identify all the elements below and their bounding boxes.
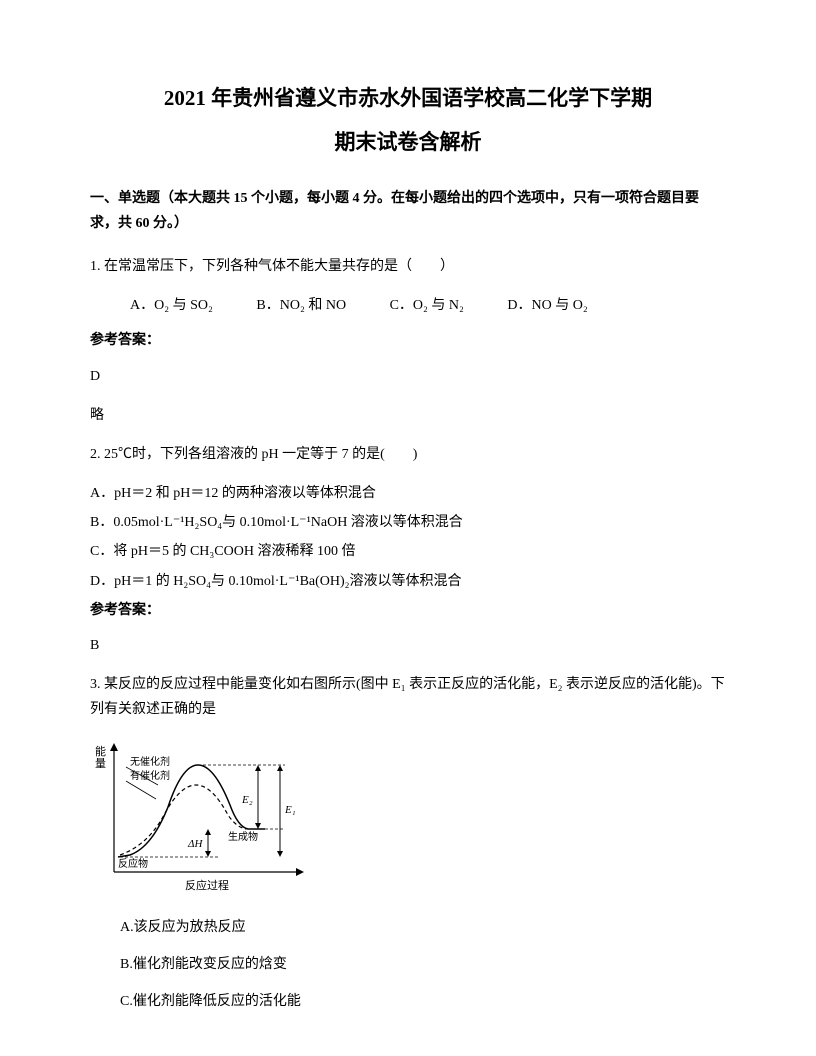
question-1-options: A．O₂ 与 SO₂ B．NO₂ 和 NO C．O₂ 与 N₂ D．NO 与 O… [90,293,726,318]
product-label: 生成物 [228,830,258,843]
reactant-label: 反应物 [118,857,148,870]
q2-option-a: A．pH＝2 和 pH＝12 的两种溶液以等体积混合 [90,481,726,506]
section-header: 一、单选题（本大题共 15 个小题，每小题 4 分。在每小题给出的四个选项中，只… [90,186,726,236]
e2-arrow-down [255,823,261,829]
q2-answer-label: 参考答案： [90,598,726,623]
dh-arrow-down [205,851,211,857]
q1-answer-label: 参考答案： [90,328,726,353]
document-title: 2021 年贵州省遵义市赤水外国语学校高二化学下学期 [90,80,726,118]
q2-option-c: C．将 pH＝5 的 CH₃COOH 溶液稀释 100 倍 [90,539,726,564]
y-axis-label-2: 量 [95,757,106,770]
dh-arrow-up [205,829,211,835]
with-catalyst-line [126,781,156,799]
q2-answer: B [90,633,726,658]
y-axis-arrow [110,743,118,751]
q1-option-a: A．O₂ 与 SO₂ [130,293,213,318]
question-3: 3. 某反应的反应过程中能量变化如右图所示(图中 E₁ 表示正反应的活化能，E₂… [90,672,726,722]
q1-option-c: C．O₂ 与 N₂ [390,293,464,318]
q3-option-b: B.催化剂能改变反应的焓变 [120,952,726,977]
question-2-text: 2. 25℃时，下列各组溶液的 pH 一定等于 7 的是( ) [90,442,726,467]
document-subtitle: 期末试卷含解析 [90,124,726,162]
energy-diagram: 能 量 反应过程 无催化剂 有催化剂 反应物 生成物 E₁ E₂ ΔH [90,737,320,892]
x-axis-label: 反应过程 [185,878,229,892]
q3-option-c: C.催化剂能降低反应的活化能 [120,989,726,1014]
e2-label: E₂ [241,794,253,806]
q3-option-a: A.该反应为放热反应 [120,915,726,940]
e2-arrow-up [255,765,261,771]
q2-option-b: B．0.05mol·L⁻¹H₂SO₄与 0.10mol·L⁻¹NaOH 溶液以等… [90,510,726,535]
question-2: 2. 25℃时，下列各组溶液的 pH 一定等于 7 的是( ) [90,442,726,467]
question-3-text: 3. 某反应的反应过程中能量变化如右图所示(图中 E₁ 表示正反应的活化能，E₂… [90,672,726,722]
e1-label: E₁ [284,804,296,816]
q1-option-b: B．NO₂ 和 NO [256,293,346,318]
no-catalyst-label: 无催化剂 [130,755,170,768]
e1-arrow-up [277,765,283,771]
question-1-text: 1. 在常温常压下，下列各种气体不能大量共存的是（ ） [90,254,726,279]
q2-option-d: D．pH＝1 的 H₂SO₄与 0.10mol·L⁻¹Ba(OH)₂溶液以等体积… [90,569,726,594]
question-3-options: A.该反应为放热反应 B.催化剂能改变反应的焓变 C.催化剂能降低反应的活化能 [90,915,726,1015]
e1-arrow-down [277,851,283,857]
q1-explanation: 略 [90,403,726,428]
q1-answer: D [90,364,726,389]
dh-label: ΔH [187,838,203,850]
question-2-options: A．pH＝2 和 pH＝12 的两种溶液以等体积混合 B．0.05mol·L⁻¹… [90,481,726,594]
x-axis-arrow [296,868,304,876]
energy-diagram-container: 能 量 反应过程 无催化剂 有催化剂 反应物 生成物 E₁ E₂ ΔH [90,737,726,901]
curve-with-catalyst [120,785,246,855]
with-catalyst-label: 有催化剂 [130,769,170,782]
question-1: 1. 在常温常压下，下列各种气体不能大量共存的是（ ） [90,254,726,279]
y-axis-label-1: 能 [95,744,106,758]
q1-option-d: D．NO 与 O₂ [507,293,587,318]
